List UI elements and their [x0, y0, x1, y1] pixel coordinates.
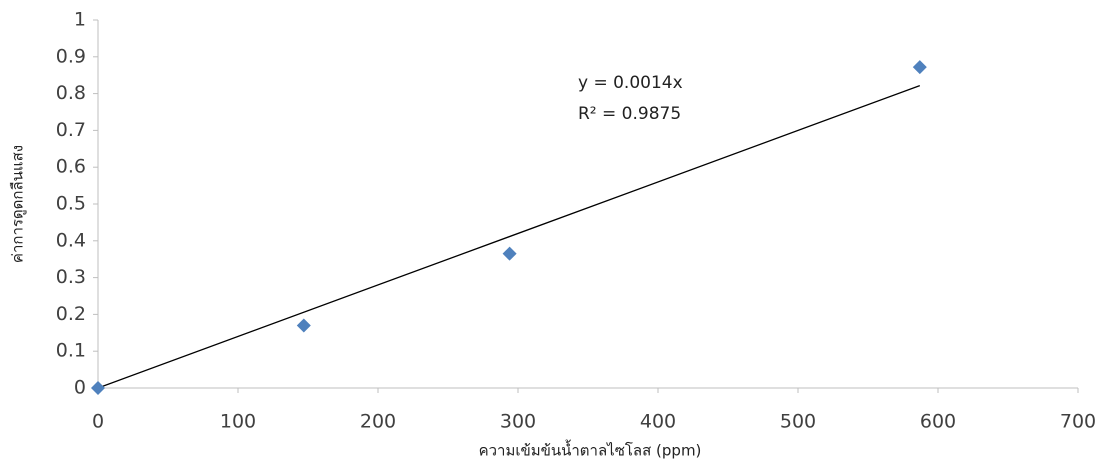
- data-point: [91, 381, 105, 395]
- y-axis-label: ค่าการดูดกลืนแสง: [9, 145, 27, 263]
- y-tick-label: 0: [74, 377, 86, 399]
- data-point: [912, 60, 927, 75]
- y-tick-label: 0.9: [56, 45, 86, 67]
- x-tick-label: 200: [360, 411, 396, 433]
- trend-r2: R² = 0.9875: [578, 104, 681, 124]
- y-tick-label: 0.1: [56, 340, 86, 362]
- x-tick-label: 100: [220, 411, 256, 433]
- x-tick-label: 0: [92, 411, 104, 433]
- y-tick-label: 0.2: [56, 303, 86, 325]
- x-tick-label: 600: [920, 411, 956, 433]
- trend-equation: y = 0.0014x: [578, 73, 683, 93]
- y-tick-label: 0.5: [56, 193, 86, 215]
- y-tick-label: 0.7: [56, 119, 86, 141]
- data-point: [502, 246, 517, 261]
- trendline: [97, 84, 921, 389]
- data-point: [296, 318, 311, 333]
- x-tick-label: 500: [780, 411, 816, 433]
- x-tick-label: 700: [1060, 411, 1096, 433]
- y-tick-label: 1: [74, 9, 86, 31]
- x-axis-label: ความเข้มข้นน้ำตาลไซโลส (ppm): [479, 440, 702, 460]
- y-tick-label: 0.6: [56, 156, 86, 178]
- y-tick-label: 0.3: [56, 266, 86, 288]
- y-tick-label: 0.8: [56, 82, 86, 104]
- x-tick-label: 400: [640, 411, 676, 433]
- x-tick-label: 300: [500, 411, 536, 433]
- y-tick-label: 0.4: [56, 229, 86, 251]
